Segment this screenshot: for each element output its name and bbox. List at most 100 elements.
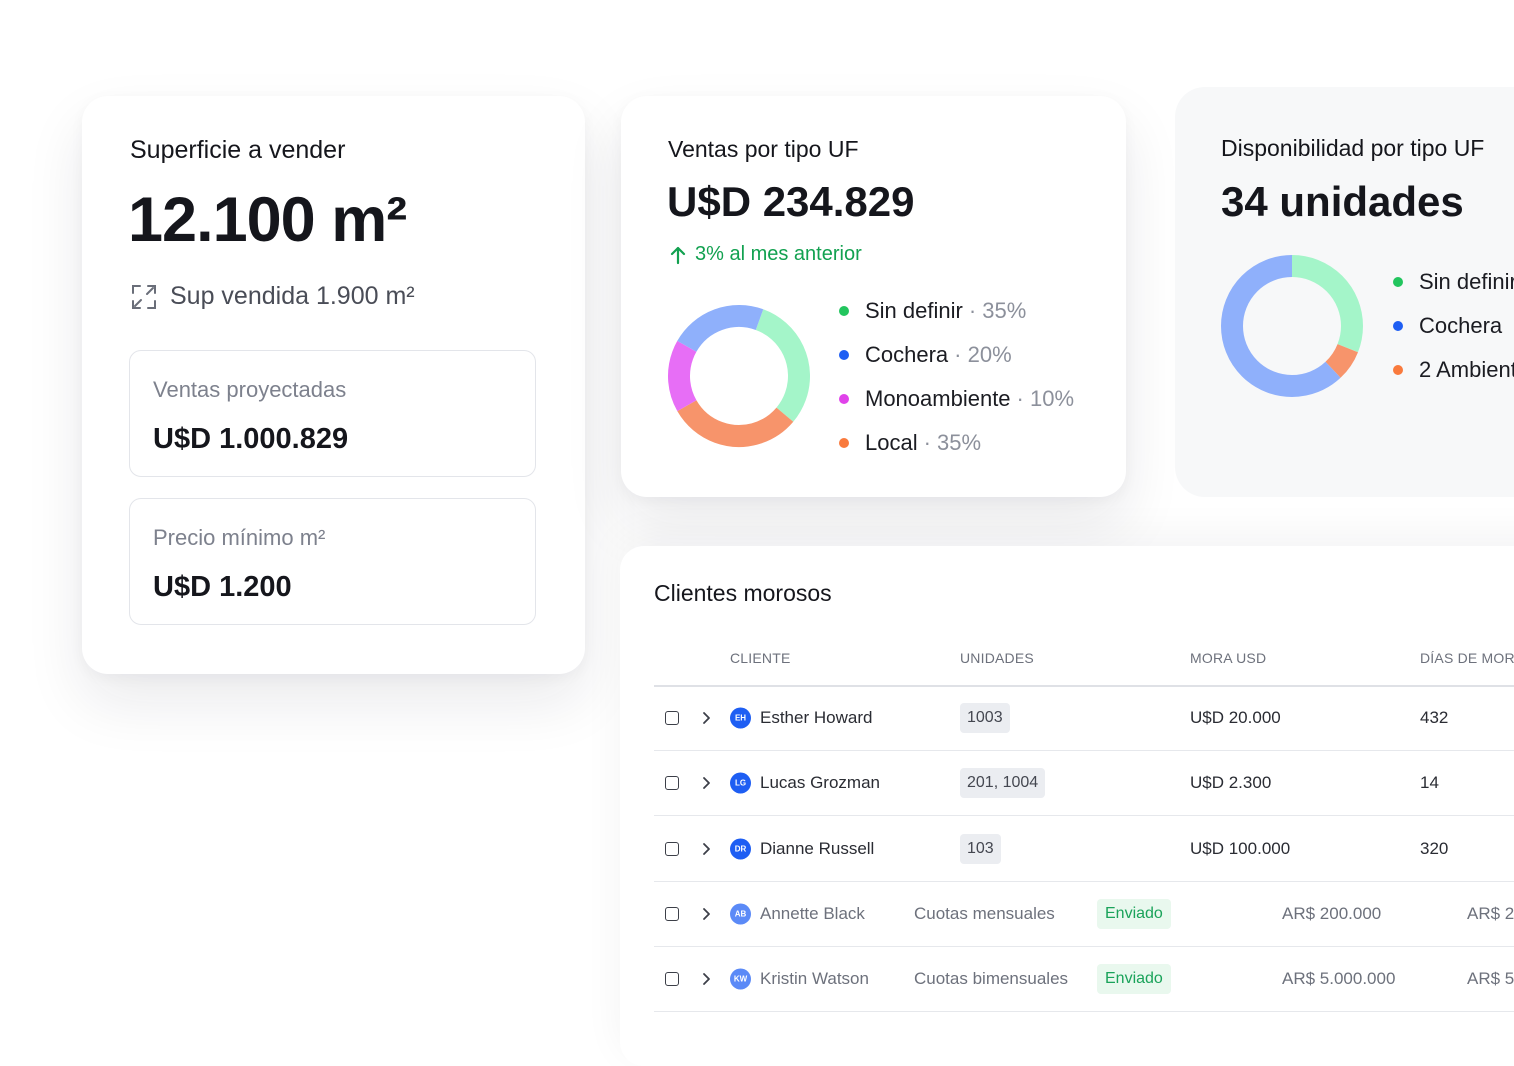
table-row[interactable]: DR Dianne Russell 103 U$D 100.000 320 — [654, 817, 1514, 882]
units-badge: 1003 — [960, 703, 1010, 733]
legend-item: Sin definir · 35% — [839, 289, 1074, 333]
header-cliente[interactable]: CLIENTE — [730, 650, 791, 666]
legend-label: Cochera — [865, 342, 949, 367]
projected-sales-label: Ventas proyectadas — [153, 377, 347, 402]
row-checkbox[interactable] — [665, 972, 679, 987]
days-value: 320 — [1420, 838, 1449, 858]
chevron-right-icon[interactable] — [698, 841, 714, 857]
surface-value: 12.100 m² — [128, 185, 407, 255]
legend-dot — [839, 350, 849, 360]
min-price-box: Precio mínimo m² U$D 1.200 — [129, 498, 536, 625]
availability-value: 34 unidades — [1221, 178, 1464, 225]
legend-label: 2 Ambientes — [1419, 357, 1514, 382]
legend-label: Sin definir — [1419, 269, 1514, 294]
table-row[interactable]: LG Lucas Grozman 201, 1004 U$D 2.300 14 — [654, 751, 1514, 817]
sales-title: Ventas por tipo UF — [668, 136, 859, 162]
sold-surface: Sup vendida 1.900 m² — [130, 282, 415, 311]
legend-item: Cochera · 20% — [839, 333, 1074, 377]
table-title: Clientes morosos — [654, 580, 832, 606]
sales-legend: Sin definir · 35% Cochera · 20% Monoambiente… — [839, 289, 1074, 465]
avatar: KW — [730, 968, 751, 990]
legend-item: 2 Ambientes — [1393, 348, 1514, 392]
legend-dot — [839, 438, 849, 448]
legend-item: Monoambiente · 10% — [839, 377, 1074, 421]
avatar: EH — [730, 707, 751, 729]
legend-percent: · 20% — [954, 342, 1012, 367]
avatar: LG — [730, 772, 751, 794]
chevron-right-icon[interactable] — [698, 775, 714, 791]
availability-legend: Sin definir Cochera 2 Ambientes — [1393, 260, 1514, 392]
units-badge: 103 — [960, 833, 1001, 864]
sales-card: Ventas por tipo UF U$D 234.829 3% al mes… — [621, 96, 1126, 497]
sales-delta-label: 3% al mes anterior — [695, 243, 862, 265]
donut-slice-cochera[interactable] — [667, 304, 811, 448]
legend-dot — [839, 394, 849, 404]
chevron-right-icon[interactable] — [698, 710, 714, 726]
client-name[interactable]: Kristin Watson — [760, 969, 869, 989]
legend-item: Cochera — [1393, 304, 1514, 348]
donut-slice-monoambiente[interactable] — [667, 304, 811, 448]
client-name[interactable]: Esther Howard — [760, 708, 873, 727]
availability-card: Disponibilidad por tipo UF 34 unidades S… — [1175, 87, 1514, 497]
legend-item: Sin definir — [1393, 260, 1514, 304]
header-dias-mora[interactable]: DÍAS DE MORA — [1420, 650, 1514, 666]
row-checkbox[interactable] — [665, 776, 679, 791]
units-badge: 201, 1004 — [960, 768, 1046, 799]
legend-label: Cochera — [1419, 313, 1503, 338]
mora-value: U$D 20.000 — [1190, 708, 1281, 727]
payment-plan: Cuotas bimensuales — [914, 969, 1069, 989]
expand-icon — [132, 284, 156, 309]
mora-value: U$D 100.000 — [1190, 838, 1291, 858]
amount-value-2: AR$ 2 — [1467, 903, 1514, 923]
legend-percent: · 35% — [968, 298, 1027, 323]
availability-title: Disponibilidad por tipo UF — [1221, 135, 1485, 161]
chevron-right-icon[interactable] — [698, 971, 714, 987]
status-badge: Enviado — [1097, 964, 1171, 995]
header-mora-usd[interactable]: MORA USD — [1190, 650, 1267, 666]
legend-label: Sin definir — [865, 298, 963, 323]
table-row[interactable]: AB Annette Black Cuotas mensuales Enviado AR… — [654, 882, 1514, 947]
chevron-right-icon[interactable] — [698, 906, 714, 922]
header-unidades[interactable]: UNIDADES — [960, 650, 1034, 666]
projected-sales-box: Ventas proyectadas U$D 1.000.829 — [129, 350, 536, 477]
legend-dot — [1393, 321, 1403, 331]
mora-value: U$D 2.300 — [1190, 773, 1272, 793]
amount-value: AR$ 5.000.000 — [1282, 969, 1396, 989]
sold-surface-label: Sup vendida 1.900 m² — [170, 282, 415, 310]
min-price-label: Precio mínimo m² — [153, 525, 326, 550]
client-name[interactable]: Annette Black — [760, 903, 865, 923]
min-price-value: U$D 1.200 — [153, 571, 292, 603]
donut-slice-cochera[interactable] — [1221, 255, 1363, 397]
surface-title: Superficie a vender — [130, 136, 346, 164]
amount-value: AR$ 200.000 — [1282, 903, 1382, 923]
client-name[interactable]: Lucas Grozman — [760, 773, 880, 793]
days-value: 14 — [1420, 773, 1439, 793]
sales-donut-chart — [667, 304, 811, 448]
legend-label: Monoambiente — [865, 386, 1011, 411]
projected-sales-value: U$D 1.000.829 — [153, 423, 349, 455]
legend-label: Local — [865, 430, 918, 455]
avatar: AB — [730, 903, 751, 925]
availability-donut-chart — [1221, 255, 1363, 397]
arrow-up-icon — [670, 246, 686, 264]
row-checkbox[interactable] — [665, 906, 679, 921]
table-row[interactable]: KW Kristin Watson Cuotas bimensuales Enviad… — [654, 947, 1514, 1013]
legend-percent: · 35% — [923, 430, 982, 455]
overdue-clients-card: Clientes morosos CLIENTE UNIDADES MORA U… — [620, 546, 1514, 1066]
row-checkbox[interactable] — [665, 711, 679, 725]
table-row[interactable]: EH Esther Howard 1003 U$D 20.000 432 — [654, 686, 1514, 751]
client-name[interactable]: Dianne Russell — [760, 838, 875, 858]
sales-value: U$D 234.829 — [667, 178, 915, 225]
surface-card: Superficie a vender 12.100 m² Sup vendid… — [82, 96, 585, 674]
days-value: 432 — [1420, 708, 1449, 727]
sales-delta: 3% al mes anterior — [669, 243, 862, 266]
header-divider — [654, 685, 1514, 687]
legend-dot — [839, 306, 849, 316]
donut-slice-local[interactable] — [667, 304, 811, 448]
status-badge: Enviado — [1097, 898, 1171, 929]
legend-dot — [1393, 365, 1403, 375]
row-checkbox[interactable] — [665, 841, 679, 856]
avatar: DR — [730, 838, 751, 860]
payment-plan: Cuotas mensuales — [914, 903, 1055, 923]
legend-percent: · 10% — [1016, 386, 1075, 411]
